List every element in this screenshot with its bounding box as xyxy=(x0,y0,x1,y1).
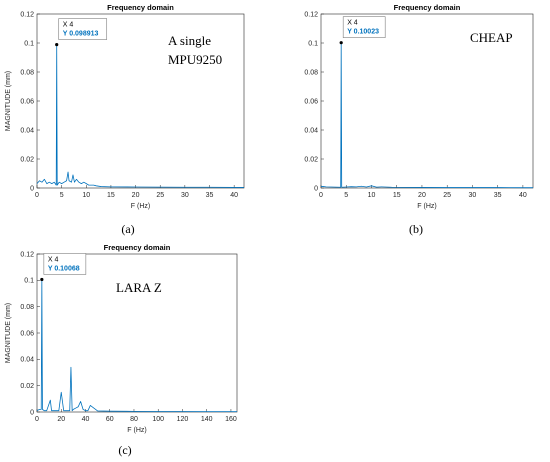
x-tick-label: 30 xyxy=(181,192,189,199)
y-tick-label: 0.02 xyxy=(20,156,34,163)
datatip-x: X 4 xyxy=(347,20,358,27)
y-tick-label: 0.1 xyxy=(24,278,34,285)
x-tick-label: 15 xyxy=(393,192,401,199)
datatip-y: Y 0.098913 xyxy=(63,31,99,38)
peak-marker xyxy=(339,41,343,45)
x-tick-label: 20 xyxy=(57,416,65,423)
chart-title: Frequency domain xyxy=(394,3,461,12)
sensor-annotation-line-2: MPU9250 xyxy=(168,52,222,67)
y-tick-label: 0.06 xyxy=(20,330,34,337)
y-tick-label: 0.04 xyxy=(304,127,318,134)
x-tick-label: 5 xyxy=(60,192,64,199)
datatip-box xyxy=(58,18,108,40)
x-tick-label: 20 xyxy=(418,192,426,199)
datatip-x: X 4 xyxy=(63,22,74,29)
y-axis-ticks: 0 0.02 0.04 0.06 0.08 0.1 0.12 xyxy=(20,251,40,416)
x-tick-label: 60 xyxy=(106,416,114,423)
spectrum-series xyxy=(36,279,237,413)
y-tick-label: 0 xyxy=(30,409,34,416)
x-tick-label: 0 xyxy=(35,416,39,423)
datatip-x: X 4 xyxy=(48,256,59,263)
y-tick-label: 0.02 xyxy=(20,383,34,390)
x-axis-label: F (Hz) xyxy=(131,203,150,210)
x-tick-label: 0 xyxy=(35,192,39,199)
x-tick-label: 15 xyxy=(107,192,115,199)
x-tick-label: 35 xyxy=(494,192,502,199)
chart-title: Frequency domain xyxy=(107,3,174,12)
datatip-y: Y 0.10068 xyxy=(48,265,80,272)
y-tick-label: 0.1 xyxy=(24,40,34,47)
x-tick-label: 160 xyxy=(225,416,237,423)
x-tick-label: 30 xyxy=(469,192,477,199)
y-tick-label: 0.06 xyxy=(20,98,34,105)
x-tick-label: 10 xyxy=(82,192,90,199)
spectrum-line xyxy=(321,42,533,189)
x-tick-label: 140 xyxy=(201,416,213,423)
y-tick-label: 0 xyxy=(30,185,34,192)
y-tick-label: 0.08 xyxy=(20,304,34,311)
y-tick-label: 0.08 xyxy=(20,69,34,76)
x-tick-label: 10 xyxy=(368,192,376,199)
datatip-y: Y 0.10023 xyxy=(347,29,379,36)
x-tick-label: 40 xyxy=(230,192,238,199)
peak-datatip: X 4 Y 0.10068 xyxy=(40,253,87,282)
x-tick-label: 120 xyxy=(177,416,189,423)
x-axis-label: F (Hz) xyxy=(127,427,146,434)
y-tick-label: 0.12 xyxy=(20,11,34,18)
peak-datatip: X 4 Y 0.098913 xyxy=(55,18,108,47)
datatip-box xyxy=(43,253,87,275)
peak-marker xyxy=(55,42,59,47)
x-axis-label: F (Hz) xyxy=(417,203,436,210)
panel-caption: (c) xyxy=(118,443,131,457)
x-tick-label: 25 xyxy=(443,192,451,199)
spectrum-series xyxy=(321,42,533,189)
y-tick-label: 0.12 xyxy=(20,251,34,258)
y-tick-label: 0.08 xyxy=(304,69,318,76)
spectrum-line xyxy=(36,44,244,188)
x-tick-label: 100 xyxy=(152,416,164,423)
y-axis-label: MAGNITUDE (mm) xyxy=(5,303,12,363)
x-tick-label: 20 xyxy=(132,192,140,199)
x-tick-label: 5 xyxy=(344,192,348,199)
chart-panel-a: Frequency domain F (Hz) MAGNITUDE (mm) 0… xyxy=(5,3,245,236)
x-tick-label: 80 xyxy=(130,416,138,423)
y-tick-label: 0.12 xyxy=(304,11,318,18)
sensor-annotation: CHEAP xyxy=(470,30,513,45)
y-tick-label: 0.04 xyxy=(20,357,34,364)
chart-panel-c: Frequency domain F (Hz) MAGNITUDE (mm) 0… xyxy=(5,243,238,457)
plot-area xyxy=(320,13,534,189)
peak-datatip: X 4 Y 0.10023 xyxy=(339,16,386,45)
y-tick-label: 0.04 xyxy=(20,127,34,134)
spectrum-series xyxy=(36,44,244,188)
x-tick-label: 25 xyxy=(156,192,164,199)
chart-panel-b: Frequency domain F (Hz) 0 0.02 0.04 0.06 0.0… xyxy=(304,3,534,236)
sensor-annotation-line-1: A single xyxy=(168,33,211,48)
x-tick-label: 35 xyxy=(206,192,214,199)
y-tick-label: 0.06 xyxy=(304,98,318,105)
peak-marker xyxy=(40,277,44,282)
datatip-box xyxy=(342,16,386,38)
x-tick-label: 0 xyxy=(319,192,323,199)
sensor-annotation: LARA Z xyxy=(116,280,162,295)
y-axis-ticks: 0 0.02 0.04 0.06 0.08 0.1 0.12 xyxy=(304,11,324,192)
plot-area xyxy=(36,253,238,413)
plot-area xyxy=(36,13,245,189)
x-tick-label: 40 xyxy=(519,192,527,199)
y-axis-ticks: 0 0.02 0.04 0.06 0.08 0.1 0.12 xyxy=(20,11,40,192)
panel-caption: (b) xyxy=(409,222,423,236)
y-axis-label: MAGNITUDE (mm) xyxy=(5,71,12,131)
chart-title: Frequency domain xyxy=(104,243,171,252)
y-tick-label: 0 xyxy=(314,185,318,192)
x-tick-label: 40 xyxy=(82,416,90,423)
y-tick-label: 0.1 xyxy=(308,40,318,47)
spectrum-line xyxy=(36,279,237,413)
panel-caption: (a) xyxy=(121,222,134,236)
y-tick-label: 0.02 xyxy=(304,156,318,163)
